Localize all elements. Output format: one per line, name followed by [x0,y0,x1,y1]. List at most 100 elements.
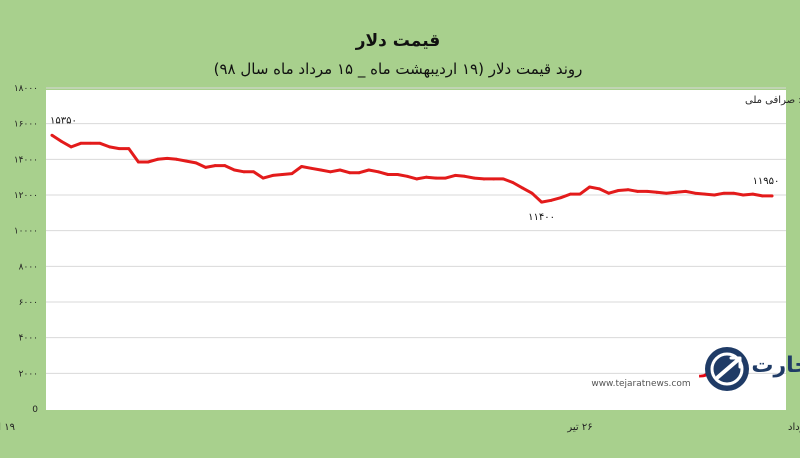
data-point [290,172,294,176]
data-point [127,147,131,151]
data-point [69,145,73,149]
data-point [626,188,630,192]
data-point [751,192,755,196]
data-point [636,190,639,193]
data-point [617,189,620,192]
data-point [137,160,140,164]
data-point [367,168,371,172]
logo-url: www.tejaratnews.com [591,379,690,389]
chart-title: قیمت دلار [355,31,441,51]
data-point [300,165,303,168]
data-point [386,173,390,176]
data-point [329,170,332,174]
data-point [348,171,351,175]
chart-subtitle: روند قیمت دلار (۱۹ اردیبهشت ماه _ ۱۵ مرد… [214,60,583,79]
y-tick-label: ۱۶۰۰۰ [14,120,38,130]
logo-text-part1: تجارت [751,353,800,378]
data-point [271,173,275,177]
x-tick-label: ۲۶ تیر [566,422,592,433]
data-point [473,176,476,180]
data-point [281,173,284,176]
data-point [453,173,457,177]
data-point [732,191,735,195]
data-point [79,141,83,145]
data-point [761,194,764,198]
y-tick-label: ۲۰۰۰ [19,369,38,379]
data-point [674,190,678,194]
y-tick-label: ۱۰۰۰۰ [14,227,38,237]
data-point [396,173,399,176]
data-point [223,164,227,167]
y-tick-label: ۴۰۰۰ [19,334,38,344]
data-point [713,193,716,197]
data-point [530,191,534,195]
data-label: ۱۵۳۵۰ [50,115,77,126]
data-point [146,160,150,164]
data-point [444,176,447,180]
data-point [357,171,361,175]
y-tick-label: ۸۰۰۰ [19,262,38,272]
data-point [338,168,342,172]
data-point [645,190,649,193]
data-point [703,192,707,196]
x-tick-label: ۱۵ مرداد [788,422,800,433]
series-line [50,133,774,204]
data-point [204,165,208,169]
data-point [319,168,323,172]
data-point [194,161,198,165]
data-point [501,177,505,181]
plot-area [46,90,786,410]
data-point [521,186,524,190]
data-point [540,200,543,204]
source-note: منبع: صرافی ملی [745,95,800,106]
y-tick-label: ۱۴۰۰۰ [14,155,38,165]
data-point [156,157,160,161]
data-point [213,164,217,167]
data-point [693,191,697,195]
data-point [569,192,572,196]
data-point [741,193,745,197]
data-point [463,174,467,178]
data-point [50,133,54,137]
data-point [405,174,409,178]
brand-logo: تجارت نیوز www.tejaratnews.com [591,347,800,391]
data-point [98,141,102,145]
data-label: ۱۱۹۵۰ [753,176,780,187]
x-axis-ticks: ۱۹ اردیبهشت ۲۶ تیر ۱۵ مرداد [0,422,800,433]
data-point [559,196,563,200]
x-tick-label: ۱۹ اردیبهشت [0,422,15,433]
data-point [233,168,236,172]
data-point [108,145,111,149]
y-axis-ticks: 0 ۲۰۰۰ ۴۰۰۰ ۶۰۰۰ ۸۰۰۰ ۱۰۰۰۰ ۱۲۰۰۰ ۱۴۰۰۰ ۱۶۰۰۰ ۱۸۰… [14,84,38,415]
series-layer [50,133,774,204]
y-tick-label: ۱۲۰۰۰ [14,191,38,201]
data-point [722,191,726,195]
data-point [60,140,63,143]
data-point [684,190,687,193]
data-point [655,190,659,194]
data-point [185,159,188,163]
data-point [492,177,495,181]
data-point [770,194,774,198]
data-point [578,192,582,196]
data-point [309,166,313,170]
data-point [261,176,265,180]
data-point [482,177,486,181]
data-labels: ۱۵۳۵۰ ۱۱۴۰۰ ۱۱۹۵۰ [50,115,779,223]
logo-emblem-icon [705,347,749,391]
data-point [588,185,591,189]
data-point [252,170,256,174]
data-point [415,177,419,181]
data-point [165,157,169,160]
data-point [549,198,553,202]
data-label: ۱۱۴۰۰ [528,212,555,223]
y-tick-label: ۱۸۰۰۰ [14,84,38,94]
data-point [607,191,611,195]
data-point [377,170,380,174]
y-tick-label: 0 [32,405,38,415]
data-point [597,187,601,191]
data-point [242,170,246,174]
data-point [89,141,92,145]
data-point [117,147,121,151]
